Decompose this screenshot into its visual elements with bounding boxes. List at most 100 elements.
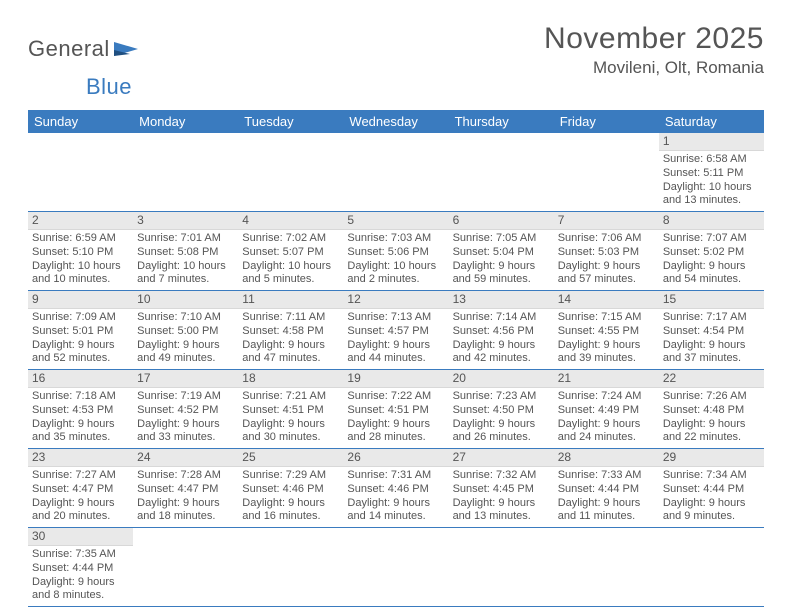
day-body: Sunrise: 7:24 AMSunset: 4:49 PMDaylight:…: [554, 388, 659, 448]
day-body: Sunrise: 7:27 AMSunset: 4:47 PMDaylight:…: [28, 467, 133, 527]
sunset-text: Sunset: 5:08 PM: [137, 246, 234, 260]
day-number: 14: [554, 291, 659, 309]
sunrise-text: Sunrise: 7:32 AM: [453, 469, 550, 483]
daylight-text-2: and 20 minutes.: [32, 510, 129, 524]
blank-cell: [28, 133, 133, 211]
sunrise-text: Sunrise: 7:23 AM: [453, 390, 550, 404]
blank-cell: [238, 133, 343, 211]
day-body: Sunrise: 7:23 AMSunset: 4:50 PMDaylight:…: [449, 388, 554, 448]
sunset-text: Sunset: 4:45 PM: [453, 483, 550, 497]
daylight-text-2: and 57 minutes.: [558, 273, 655, 287]
sunset-text: Sunset: 4:44 PM: [32, 562, 129, 576]
daylight-text-1: Daylight: 9 hours: [347, 497, 444, 511]
day-number: 10: [133, 291, 238, 309]
day-cell: 9Sunrise: 7:09 AMSunset: 5:01 PMDaylight…: [28, 291, 133, 369]
day-cell: 14Sunrise: 7:15 AMSunset: 4:55 PMDayligh…: [554, 291, 659, 369]
day-number: 18: [238, 370, 343, 388]
calendar: SundayMondayTuesdayWednesdayThursdayFrid…: [28, 110, 764, 607]
daylight-text-2: and 44 minutes.: [347, 352, 444, 366]
day-number: 8: [659, 212, 764, 230]
weekday-row: SundayMondayTuesdayWednesdayThursdayFrid…: [28, 110, 764, 133]
day-body: Sunrise: 7:15 AMSunset: 4:55 PMDaylight:…: [554, 309, 659, 369]
daylight-text-2: and 10 minutes.: [32, 273, 129, 287]
daylight-text-2: and 47 minutes.: [242, 352, 339, 366]
daylight-text-1: Daylight: 9 hours: [663, 418, 760, 432]
day-number: 2: [28, 212, 133, 230]
day-number: 22: [659, 370, 764, 388]
weekday-thursday: Thursday: [449, 110, 554, 133]
day-body: Sunrise: 7:26 AMSunset: 4:48 PMDaylight:…: [659, 388, 764, 448]
day-number: 23: [28, 449, 133, 467]
day-cell: 21Sunrise: 7:24 AMSunset: 4:49 PMDayligh…: [554, 370, 659, 448]
daylight-text-2: and 26 minutes.: [453, 431, 550, 445]
daylight-text-2: and 42 minutes.: [453, 352, 550, 366]
blank-cell: [133, 133, 238, 211]
weekday-saturday: Saturday: [659, 110, 764, 133]
day-cell: 7Sunrise: 7:06 AMSunset: 5:03 PMDaylight…: [554, 212, 659, 290]
daylight-text-2: and 8 minutes.: [32, 589, 129, 603]
blank-cell: [554, 528, 659, 606]
sunset-text: Sunset: 4:49 PM: [558, 404, 655, 418]
daylight-text-1: Daylight: 9 hours: [558, 339, 655, 353]
blank-cell: [554, 133, 659, 211]
sunset-text: Sunset: 4:51 PM: [347, 404, 444, 418]
day-cell: 28Sunrise: 7:33 AMSunset: 4:44 PMDayligh…: [554, 449, 659, 527]
sunrise-text: Sunrise: 6:59 AM: [32, 232, 129, 246]
sunset-text: Sunset: 5:07 PM: [242, 246, 339, 260]
daylight-text-2: and 13 minutes.: [453, 510, 550, 524]
day-number: 12: [343, 291, 448, 309]
sunrise-text: Sunrise: 7:06 AM: [558, 232, 655, 246]
blank-cell: [343, 528, 448, 606]
logo-text-general: General: [28, 36, 110, 62]
day-body: Sunrise: 7:19 AMSunset: 4:52 PMDaylight:…: [133, 388, 238, 448]
sunrise-text: Sunrise: 7:05 AM: [453, 232, 550, 246]
sunrise-text: Sunrise: 7:09 AM: [32, 311, 129, 325]
day-body: Sunrise: 7:14 AMSunset: 4:56 PMDaylight:…: [449, 309, 554, 369]
daylight-text-1: Daylight: 9 hours: [663, 497, 760, 511]
daylight-text-2: and 59 minutes.: [453, 273, 550, 287]
day-number: 13: [449, 291, 554, 309]
day-cell: 23Sunrise: 7:27 AMSunset: 4:47 PMDayligh…: [28, 449, 133, 527]
daylight-text-2: and 13 minutes.: [663, 194, 760, 208]
sunrise-text: Sunrise: 7:19 AM: [137, 390, 234, 404]
day-number: 11: [238, 291, 343, 309]
day-body: Sunrise: 7:02 AMSunset: 5:07 PMDaylight:…: [238, 230, 343, 290]
day-body: Sunrise: 7:21 AMSunset: 4:51 PMDaylight:…: [238, 388, 343, 448]
sunset-text: Sunset: 5:04 PM: [453, 246, 550, 260]
day-cell: 26Sunrise: 7:31 AMSunset: 4:46 PMDayligh…: [343, 449, 448, 527]
sunrise-text: Sunrise: 7:29 AM: [242, 469, 339, 483]
daylight-text-2: and 28 minutes.: [347, 431, 444, 445]
sunset-text: Sunset: 5:10 PM: [32, 246, 129, 260]
day-number: 27: [449, 449, 554, 467]
daylight-text-2: and 7 minutes.: [137, 273, 234, 287]
sunset-text: Sunset: 4:44 PM: [558, 483, 655, 497]
day-cell: 19Sunrise: 7:22 AMSunset: 4:51 PMDayligh…: [343, 370, 448, 448]
day-cell: 29Sunrise: 7:34 AMSunset: 4:44 PMDayligh…: [659, 449, 764, 527]
sunset-text: Sunset: 4:51 PM: [242, 404, 339, 418]
day-body: Sunrise: 7:31 AMSunset: 4:46 PMDaylight:…: [343, 467, 448, 527]
sunrise-text: Sunrise: 7:11 AM: [242, 311, 339, 325]
day-body: Sunrise: 7:05 AMSunset: 5:04 PMDaylight:…: [449, 230, 554, 290]
daylight-text-1: Daylight: 10 hours: [137, 260, 234, 274]
daylight-text-2: and 30 minutes.: [242, 431, 339, 445]
daylight-text-1: Daylight: 9 hours: [242, 497, 339, 511]
title-block: November 2025 Movileni, Olt, Romania: [544, 22, 764, 78]
weekday-tuesday: Tuesday: [238, 110, 343, 133]
day-body: Sunrise: 6:58 AMSunset: 5:11 PMDaylight:…: [659, 151, 764, 211]
day-body: Sunrise: 7:01 AMSunset: 5:08 PMDaylight:…: [133, 230, 238, 290]
daylight-text-1: Daylight: 9 hours: [242, 418, 339, 432]
daylight-text-1: Daylight: 9 hours: [32, 497, 129, 511]
day-body: Sunrise: 7:18 AMSunset: 4:53 PMDaylight:…: [28, 388, 133, 448]
daylight-text-2: and 35 minutes.: [32, 431, 129, 445]
day-cell: 6Sunrise: 7:05 AMSunset: 5:04 PMDaylight…: [449, 212, 554, 290]
week-row: 30Sunrise: 7:35 AMSunset: 4:44 PMDayligh…: [28, 528, 764, 607]
blank-cell: [238, 528, 343, 606]
day-body: Sunrise: 7:35 AMSunset: 4:44 PMDaylight:…: [28, 546, 133, 606]
daylight-text-2: and 37 minutes.: [663, 352, 760, 366]
daylight-text-1: Daylight: 9 hours: [347, 418, 444, 432]
day-cell: 25Sunrise: 7:29 AMSunset: 4:46 PMDayligh…: [238, 449, 343, 527]
daylight-text-2: and 24 minutes.: [558, 431, 655, 445]
day-body: Sunrise: 7:07 AMSunset: 5:02 PMDaylight:…: [659, 230, 764, 290]
day-number: 4: [238, 212, 343, 230]
blank-cell: [449, 133, 554, 211]
